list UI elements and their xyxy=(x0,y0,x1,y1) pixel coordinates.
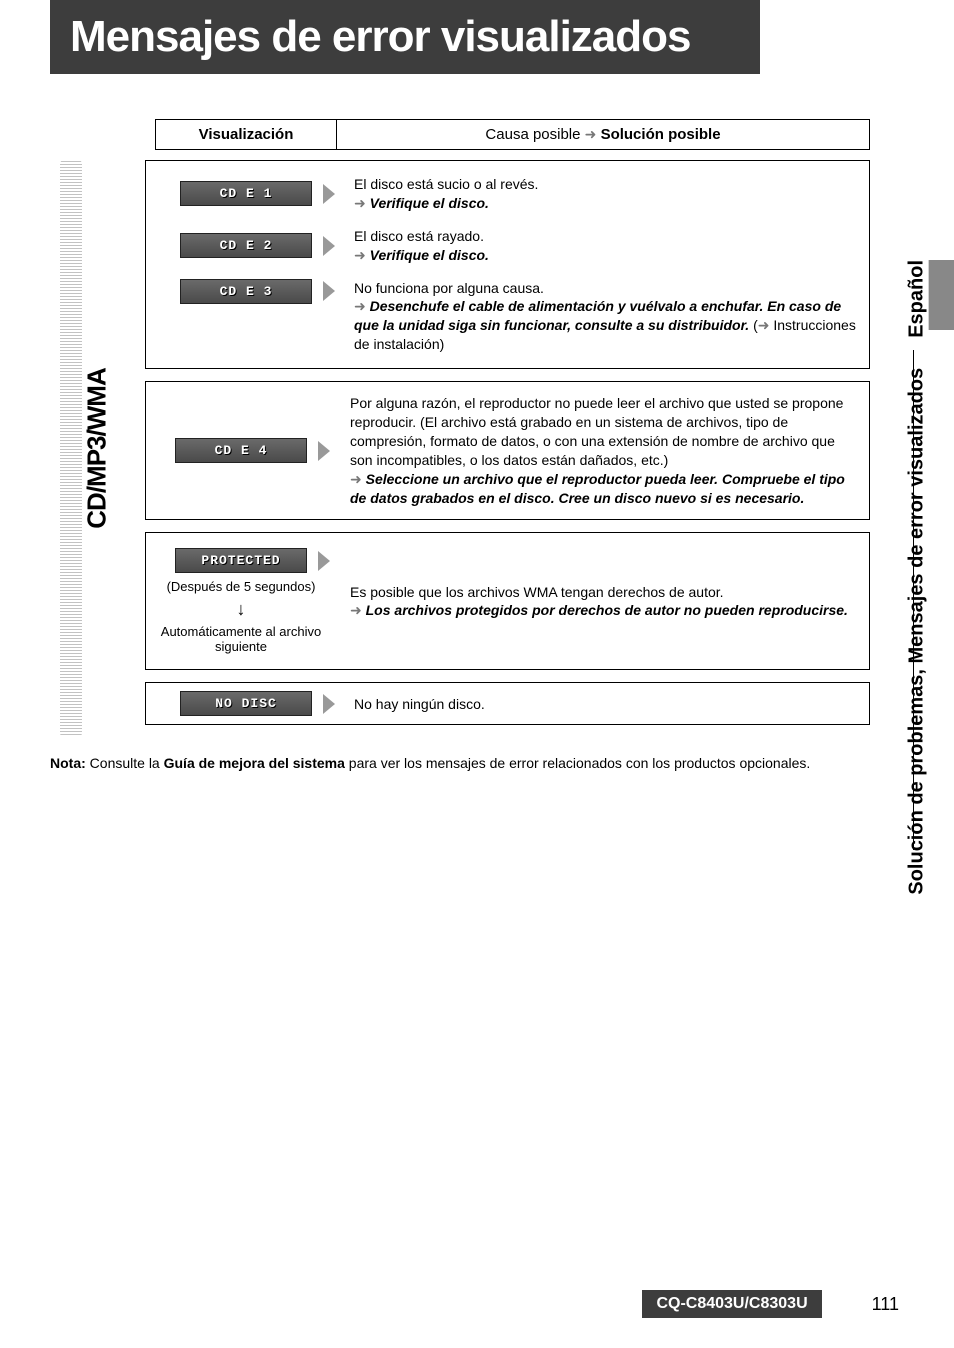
after-delay-text: (Después de 5 segundos) xyxy=(167,579,316,594)
solution-text: Verifique el disco. xyxy=(370,195,489,211)
solution-text-a: Desenchufe el cable de alimentación y vu… xyxy=(370,298,768,314)
note-mid: Consulte la xyxy=(86,755,164,771)
display-code-e3: CD E 3 xyxy=(180,279,312,304)
display-code-e2: CD E 2 xyxy=(180,233,312,258)
page-title: Mensajes de error visualizados xyxy=(70,12,740,62)
header-solution-text: Solución posible xyxy=(601,126,721,143)
arrow-right-icon: ➜ xyxy=(354,298,366,314)
solution-text: Los archivos protegidos por derechos de … xyxy=(366,602,848,618)
model-number: CQ-C8403U/C8303U xyxy=(642,1290,821,1318)
cause-text: Por alguna razón, el reproductor no pued… xyxy=(350,394,855,470)
arrow-right-icon: ➜ xyxy=(758,317,770,333)
category-label: CD/MP3/WMA xyxy=(82,369,113,529)
code-text: CD E 1 xyxy=(220,186,273,201)
error-group-4: NO DISC No hay ningún disco. xyxy=(145,682,870,725)
note-suffix: para ver los mensajes de error relaciona… xyxy=(345,755,810,771)
header-visualization: Visualización xyxy=(155,119,337,150)
arrow-right-icon: ➜ xyxy=(585,126,597,142)
cause-text: No hay ningún disco. xyxy=(354,696,485,712)
category-column: CD/MP3/WMA xyxy=(50,160,145,737)
display-code-protected: PROTECTED xyxy=(175,548,307,573)
code-text: CD E 3 xyxy=(220,284,273,299)
note-bold: Guía de mejora del sistema xyxy=(164,755,345,771)
solution-line: ➜ Verifique el disco. xyxy=(354,246,859,265)
display-code-e1: CD E 1 xyxy=(180,181,312,206)
note-prefix: Nota: xyxy=(50,755,86,771)
code-text: CD E 4 xyxy=(215,443,268,458)
arrow-right-icon: ➜ xyxy=(350,471,362,487)
category-bar-decoration xyxy=(60,160,82,737)
error-group-2: CD E 4 Por alguna razón, el reproductor … xyxy=(145,381,870,520)
header-cause-solution: Causa posible ➜ Solución posible xyxy=(337,119,870,150)
error-group-1: CD E 1 El disco está sucio o al revés. ➜… xyxy=(145,160,870,369)
triangle-right-icon xyxy=(318,551,330,571)
display-code-e4: CD E 4 xyxy=(175,438,307,463)
side-tab-marker xyxy=(928,260,954,330)
page-title-bar: Mensajes de error visualizados xyxy=(50,0,760,74)
side-section-text: Solución de problemas, Mensajes de error… xyxy=(906,368,929,895)
code-text: NO DISC xyxy=(215,696,277,711)
solution-line: ➜ Los archivos protegidos por derechos d… xyxy=(350,601,855,620)
triangle-right-icon xyxy=(318,441,330,461)
error-group-3: PROTECTED (Después de 5 segundos) ↓ Auto… xyxy=(145,532,870,670)
solution-text: Seleccione un archivo que el reproductor… xyxy=(350,471,845,506)
triangle-right-icon xyxy=(323,236,335,256)
display-code-nodisc: NO DISC xyxy=(180,691,312,716)
cause-text: No funciona por alguna causa. xyxy=(354,279,859,298)
code-text: PROTECTED xyxy=(201,553,280,568)
cause-text: Es posible que los archivos WMA tengan d… xyxy=(350,583,855,602)
error-row-e3: CD E 3 No funciona por alguna causa. ➜ D… xyxy=(156,279,859,355)
solution-line: ➜ Seleccione un archivo que el reproduct… xyxy=(350,470,855,508)
arrow-right-icon: ➜ xyxy=(350,602,362,618)
triangle-right-icon xyxy=(323,184,335,204)
page-number: 111 xyxy=(872,1294,899,1315)
arrow-right-icon: ➜ xyxy=(354,195,366,211)
arrow-right-icon: ➜ xyxy=(354,247,366,263)
solution-text: Verifique el disco. xyxy=(370,247,489,263)
header-cause-text: Causa posible xyxy=(485,126,580,143)
arrow-down-icon: ↓ xyxy=(237,600,246,618)
triangle-right-icon xyxy=(323,281,335,301)
side-language-text: Español xyxy=(906,260,929,348)
triangle-right-icon xyxy=(323,694,335,714)
solution-line: ➜ Desenchufe el cable de alimentación y … xyxy=(354,297,859,354)
error-row-e2: CD E 2 El disco está rayado. ➜ Verifique… xyxy=(156,227,859,265)
cause-text: El disco está rayado. xyxy=(354,227,859,246)
page-footer: CQ-C8403U/C8303U 111 xyxy=(0,1290,954,1318)
table-header-row: Visualización Causa posible ➜ Solución p… xyxy=(155,119,870,150)
footnote: Nota: Consulte la Guía de mejora del sis… xyxy=(50,755,870,771)
solution-line: ➜ Verifique el disco. xyxy=(354,194,859,213)
cause-text: El disco está sucio o al revés. xyxy=(354,175,859,194)
side-tab: Solución de problemas, Mensajes de error… xyxy=(906,260,929,895)
auto-next-text: Automáticamente al archivo siguiente xyxy=(151,624,331,654)
code-text: CD E 2 xyxy=(220,238,273,253)
error-row-e1: CD E 1 El disco está sucio o al revés. ➜… xyxy=(156,175,859,213)
